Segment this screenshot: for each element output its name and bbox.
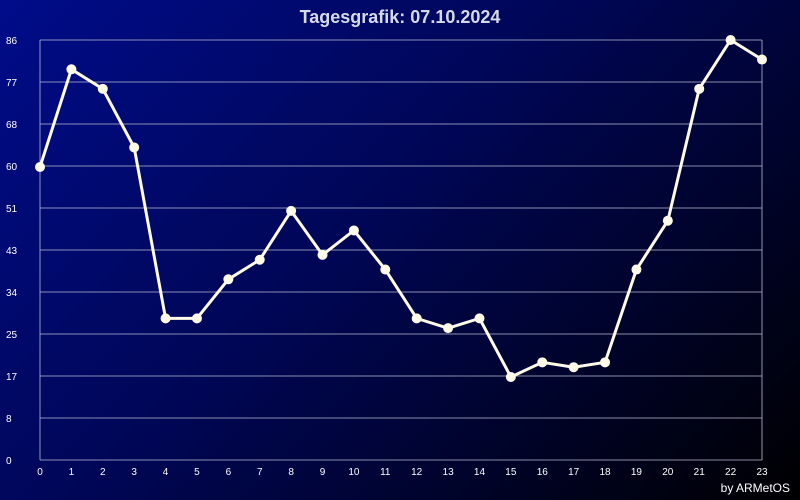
series-line xyxy=(38,38,763,379)
x-tick-label: 10 xyxy=(348,467,360,478)
x-tick-label: 5 xyxy=(194,467,200,478)
x-tick-label: 15 xyxy=(505,467,517,478)
x-tick-label: 3 xyxy=(131,467,137,478)
y-tick-label: 25 xyxy=(6,330,18,341)
data-point xyxy=(443,323,454,334)
data-point xyxy=(348,225,359,236)
y-tick-label: 77 xyxy=(6,78,18,89)
x-tick-label: 23 xyxy=(756,467,768,478)
data-point xyxy=(223,274,234,285)
data-point xyxy=(160,313,171,324)
y-tick-label: 43 xyxy=(6,246,18,257)
data-point xyxy=(254,254,265,265)
x-tick-label: 6 xyxy=(226,467,232,478)
x-tick-label: 4 xyxy=(163,467,169,478)
x-tick-label: 1 xyxy=(69,467,75,478)
x-tick-label: 14 xyxy=(474,467,486,478)
x-tick-label: 13 xyxy=(443,467,455,478)
data-point xyxy=(725,35,736,45)
data-point xyxy=(66,64,77,75)
data-point xyxy=(600,357,611,368)
x-tick-label: 17 xyxy=(568,467,580,478)
x-tick-label: 21 xyxy=(694,467,706,478)
data-point xyxy=(537,357,548,368)
y-tick-label: 17 xyxy=(6,372,18,383)
x-tick-label: 18 xyxy=(599,467,611,478)
data-point xyxy=(662,215,673,226)
y-axis-labels: 0 8 17 25 34 43 51 60 68 77 86 xyxy=(6,36,18,467)
y-tick-label: 60 xyxy=(6,162,18,173)
x-tick-label: 0 xyxy=(37,467,43,478)
data-point xyxy=(568,362,579,373)
data-point xyxy=(286,205,297,216)
x-tick-label: 12 xyxy=(411,467,423,478)
data-point xyxy=(35,161,45,172)
x-tick-label: 9 xyxy=(320,467,326,478)
y-tick-label: 34 xyxy=(6,288,18,299)
data-point xyxy=(129,142,140,153)
data-point xyxy=(97,83,108,94)
y-tick-label: 51 xyxy=(6,204,18,215)
chart-title: Tagesgrafik: 07.10.2024 xyxy=(300,7,501,27)
data-point xyxy=(757,54,767,65)
data-point xyxy=(411,313,422,324)
series-line-group xyxy=(35,35,767,382)
x-tick-label: 20 xyxy=(662,467,674,478)
data-point xyxy=(631,264,642,275)
data-point xyxy=(191,313,202,324)
x-axis-labels: 0 1 2 3 4 5 6 7 8 9 10 11 12 13 14 15 16 17 18 19 20 21 22 23 xyxy=(37,467,768,478)
data-point xyxy=(317,249,328,260)
y-tick-label: 8 xyxy=(6,414,12,425)
y-tick-label: 86 xyxy=(6,36,18,47)
x-tick-label: 22 xyxy=(725,467,737,478)
y-tick-label: 68 xyxy=(6,120,18,131)
grid-lines xyxy=(39,39,763,461)
x-tick-label: 19 xyxy=(631,467,643,478)
data-point xyxy=(474,313,485,324)
credit-text: by ARMetOS xyxy=(720,481,790,495)
x-tick-label: 16 xyxy=(537,467,549,478)
x-tick-label: 8 xyxy=(288,467,294,478)
x-tick-label: 2 xyxy=(100,467,106,478)
data-point xyxy=(505,371,516,382)
x-tick-label: 7 xyxy=(257,467,263,478)
data-point xyxy=(694,83,705,94)
y-tick-label: 0 xyxy=(6,456,12,467)
data-point xyxy=(380,264,391,275)
x-tick-label: 11 xyxy=(380,467,391,478)
